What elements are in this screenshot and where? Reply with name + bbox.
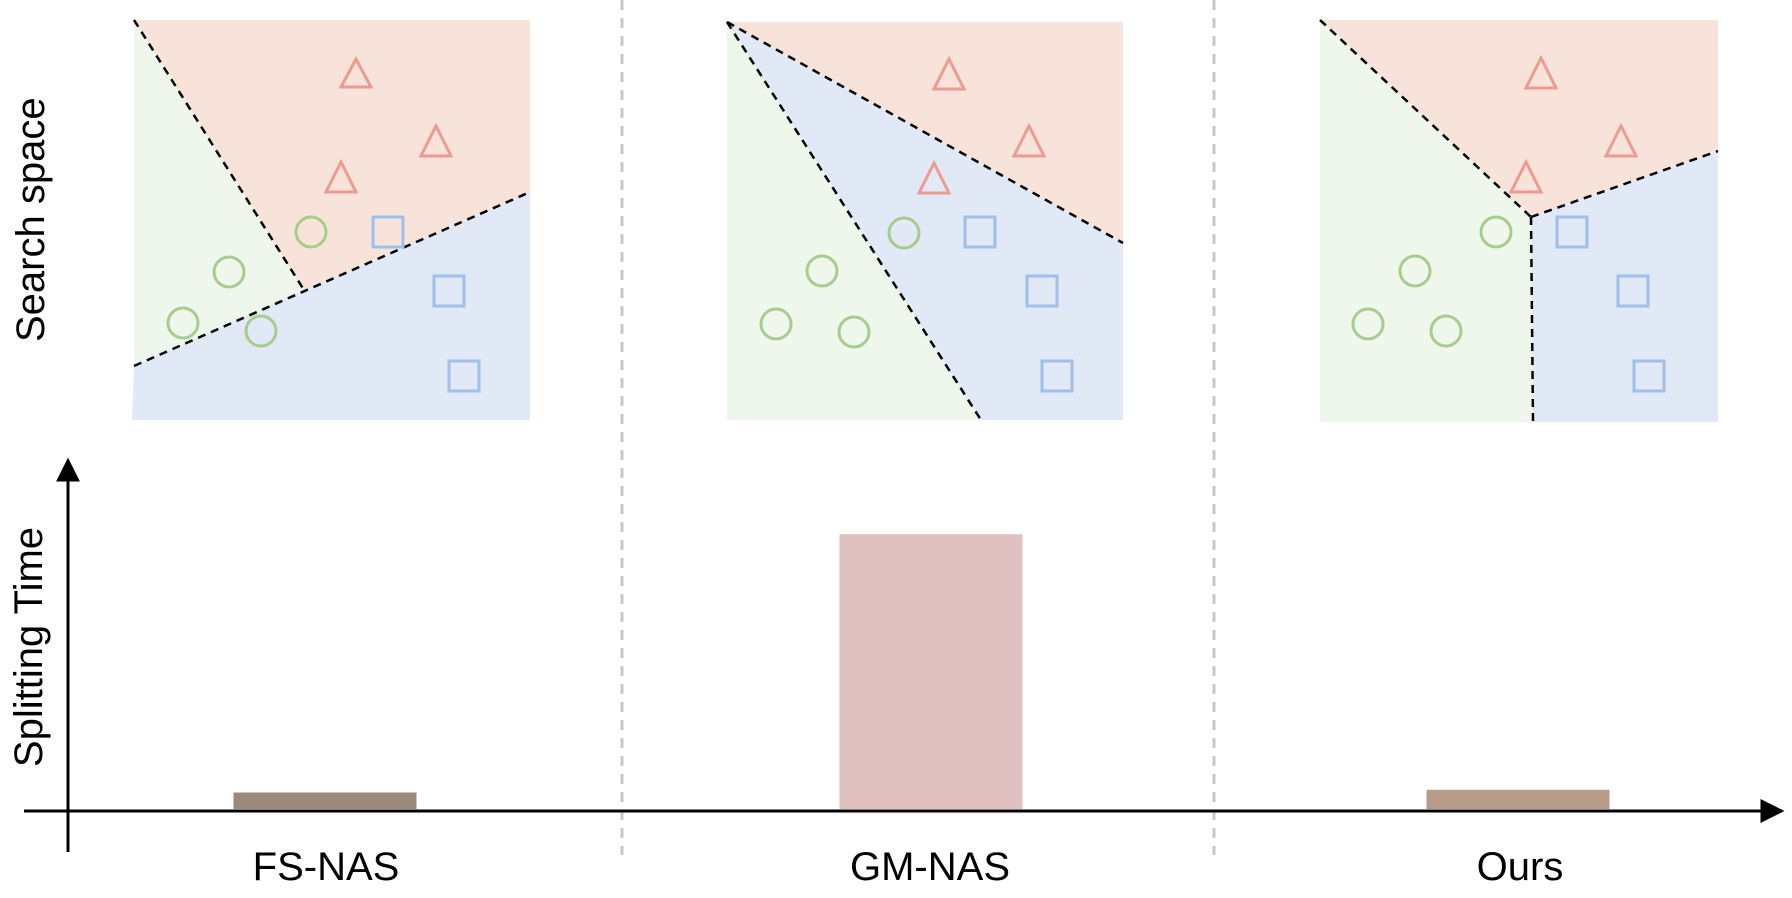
region-red xyxy=(134,20,530,290)
circle-point xyxy=(887,216,921,250)
search-space-label: Search space xyxy=(9,97,53,342)
circle-point xyxy=(1351,307,1385,341)
square-point xyxy=(963,215,997,249)
boundary-line xyxy=(726,20,1124,245)
method-label-fs-nas: FS-NAS xyxy=(252,845,400,889)
region-blue xyxy=(727,22,1123,420)
search-space-ours xyxy=(1319,19,1719,423)
circle-point xyxy=(1398,254,1432,288)
circle-point xyxy=(1479,215,1513,249)
square-point xyxy=(1040,359,1074,393)
method-label-gm-nas: GM-NAS xyxy=(850,845,1010,889)
bar-gm-nas xyxy=(839,534,1023,809)
circle-point xyxy=(1429,314,1463,348)
circle-point xyxy=(837,315,871,349)
square-point xyxy=(447,359,481,393)
square-point xyxy=(1616,274,1650,308)
circle-point xyxy=(166,306,200,340)
boundary-line xyxy=(1319,19,1532,218)
triangle-point xyxy=(418,122,454,158)
circle-point xyxy=(294,215,328,249)
search-space-gm-nas xyxy=(725,20,1124,421)
square-point xyxy=(1632,359,1666,393)
triangle-point xyxy=(338,55,374,89)
triangle-point xyxy=(1523,54,1559,90)
triangle-points xyxy=(1508,54,1639,194)
circle-point xyxy=(212,255,246,289)
boundary-line xyxy=(132,19,306,291)
circle-points xyxy=(759,216,921,349)
region-green xyxy=(1320,20,1533,422)
triangle-point xyxy=(916,159,952,195)
splitting-time-label: Splitting Time xyxy=(7,526,51,768)
boundary-line xyxy=(1529,216,1535,423)
triangle-point xyxy=(1011,122,1047,158)
circle-points xyxy=(166,215,328,348)
method-label-ours: Ours xyxy=(1476,845,1564,889)
square-point xyxy=(1025,274,1059,308)
circle-point xyxy=(759,307,793,341)
triangle-points xyxy=(916,55,1047,195)
triangle-point xyxy=(323,158,359,194)
triangle-point xyxy=(1603,122,1639,158)
circle-points xyxy=(1351,215,1513,348)
boundary-line xyxy=(725,21,983,421)
triangle-point xyxy=(1508,158,1544,194)
triangle-point xyxy=(931,55,967,91)
boundary-line xyxy=(1530,149,1719,219)
search-space-fs-nas xyxy=(132,19,531,420)
region-blue xyxy=(1531,151,1718,422)
square-points xyxy=(963,215,1074,393)
splitting-time-bars xyxy=(233,534,1610,809)
bar-fs-nas xyxy=(233,792,417,809)
square-point xyxy=(1555,215,1589,249)
circle-point xyxy=(805,254,839,288)
circle-point xyxy=(244,314,278,348)
square-points xyxy=(1555,215,1666,393)
region-red xyxy=(1320,20,1718,217)
bar-ours xyxy=(1426,789,1610,809)
square-points xyxy=(371,215,481,393)
square-point xyxy=(432,274,466,308)
region-green xyxy=(134,20,304,366)
boundary-line xyxy=(133,190,531,368)
region-blue xyxy=(132,192,530,420)
square-point xyxy=(371,215,405,249)
triangle-points xyxy=(323,55,454,194)
